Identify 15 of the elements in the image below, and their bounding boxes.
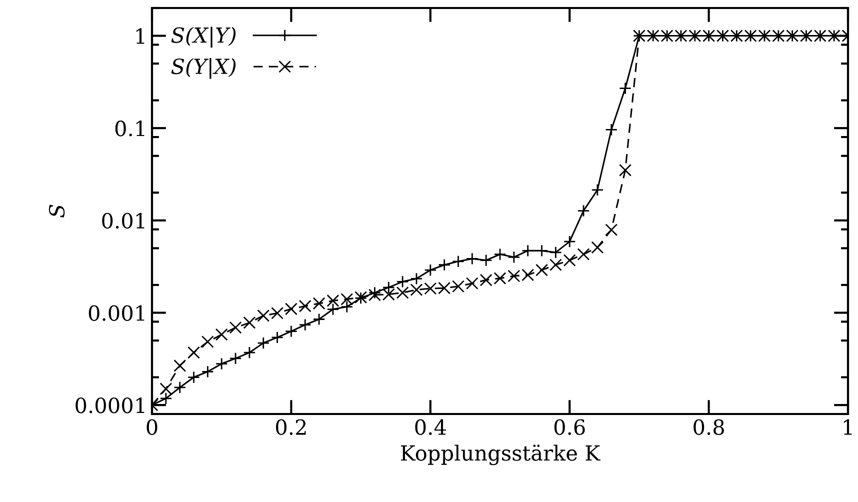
y-tick-label: 0.01 [102, 212, 144, 229]
x-tick-label: 0 [146, 419, 158, 435]
y-tick-label: 0.001 [88, 305, 144, 321]
x-tick-label: 0.6 [554, 419, 585, 435]
y-axis-title: S [48, 204, 65, 218]
legend-label: S(Y|X) [171, 58, 236, 79]
x-tick-label: 0.4 [415, 419, 446, 435]
y-tick-label: 0.1 [115, 120, 144, 136]
y-tick-label: 1 [136, 28, 144, 44]
x-tick-label: 0.2 [276, 419, 306, 435]
x-tick-label: 1 [844, 419, 852, 435]
legend-label: S(X|Y) [171, 26, 236, 48]
x-tick-label: 0.8 [694, 419, 724, 435]
y-tick-label: 0.0001 [76, 398, 144, 414]
x-axis-title: Kopplungsstärke K [400, 444, 600, 466]
